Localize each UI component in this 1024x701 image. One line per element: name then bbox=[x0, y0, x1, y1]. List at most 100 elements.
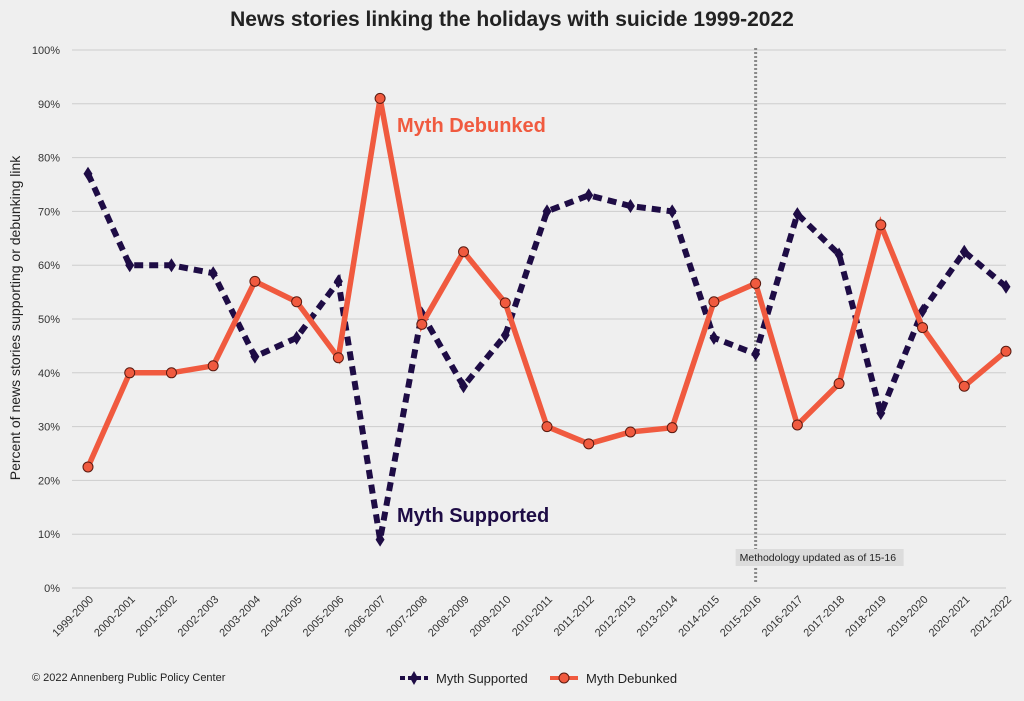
x-axis: 1999-20002000-20012001-20022002-20032003… bbox=[50, 594, 1014, 640]
data-point-myth-supported bbox=[625, 199, 635, 214]
y-tick-label: 40% bbox=[38, 368, 60, 380]
data-point-myth-debunked bbox=[541, 421, 553, 433]
y-tick-label: 80% bbox=[38, 153, 60, 165]
data-point-myth-supported bbox=[542, 204, 552, 219]
data-point-myth-debunked bbox=[750, 277, 762, 289]
y-tick-label: 50% bbox=[38, 314, 60, 326]
x-tick-label: 2014-2015 bbox=[676, 594, 722, 640]
methodology-note-bg bbox=[735, 549, 904, 566]
data-point-myth-debunked bbox=[499, 297, 511, 309]
data-point-myth-supported bbox=[208, 266, 218, 281]
y-tick-label: 0% bbox=[44, 583, 60, 595]
data-point-myth-debunked bbox=[958, 380, 970, 392]
data-point-myth-debunked bbox=[666, 422, 678, 434]
data-point-myth-supported bbox=[500, 328, 510, 343]
data-point-myth-supported bbox=[667, 204, 677, 219]
data-point-myth-debunked bbox=[583, 438, 595, 450]
x-tick-label: 2009-2010 bbox=[468, 594, 514, 640]
x-tick-label: 2008-2009 bbox=[426, 594, 472, 640]
series-layer bbox=[82, 92, 1012, 547]
data-point-myth-supported bbox=[918, 303, 928, 318]
data-point-myth-supported bbox=[83, 166, 93, 181]
data-point-myth-debunked bbox=[917, 322, 929, 334]
x-tick-label: 2003-2004 bbox=[217, 594, 263, 640]
grid-layer bbox=[72, 49, 1006, 589]
data-point-myth-supported bbox=[250, 349, 260, 364]
data-point-myth-debunked bbox=[833, 378, 845, 390]
data-point-myth-debunked bbox=[1000, 345, 1012, 357]
y-tick-label: 60% bbox=[38, 260, 60, 272]
legend-item-myth-debunked: Myth Debunked bbox=[548, 668, 677, 688]
series-line-myth-supported bbox=[85, 172, 1008, 541]
y-axis-label: Percent of news stories supporting or de… bbox=[7, 155, 23, 481]
data-point-myth-debunked bbox=[165, 367, 177, 379]
x-tick-label: 2010-2011 bbox=[510, 594, 555, 639]
series-line-myth-debunked bbox=[85, 97, 1008, 469]
data-point-myth-supported bbox=[792, 207, 802, 222]
data-point-myth-supported bbox=[959, 244, 969, 259]
data-point-myth-supported bbox=[333, 274, 343, 289]
data-point-myth-debunked bbox=[124, 367, 136, 379]
x-tick-label: 2006-2007 bbox=[343, 594, 389, 640]
legend-item-myth-supported: Myth Supported bbox=[398, 668, 528, 688]
x-tick-label: 2011-2012 bbox=[552, 594, 597, 639]
y-tick-label: 70% bbox=[38, 206, 60, 218]
annotations: Myth Debunked Myth Supported Methodology u… bbox=[397, 115, 904, 566]
data-point-myth-supported bbox=[292, 330, 302, 345]
data-point-myth-supported bbox=[375, 532, 385, 547]
y-tick-label: 20% bbox=[38, 475, 60, 487]
legend-label-myth-supported: Myth Supported bbox=[436, 670, 528, 686]
data-point-myth-debunked bbox=[708, 296, 720, 308]
x-tick-label: 2015-2016 bbox=[718, 594, 764, 640]
data-point-myth-supported bbox=[709, 330, 719, 345]
data-point-myth-supported bbox=[166, 258, 176, 273]
data-point-myth-supported bbox=[584, 188, 594, 203]
x-tick-label: 2001-2002 bbox=[134, 594, 180, 640]
annotation-myth-debunked: Myth Debunked bbox=[397, 115, 546, 137]
legend-label-myth-debunked: Myth Debunked bbox=[586, 670, 678, 686]
data-point-myth-debunked bbox=[332, 352, 344, 364]
x-tick-label: 2020-2021 bbox=[927, 594, 973, 640]
data-point-myth-debunked bbox=[416, 318, 428, 330]
data-point-myth-debunked bbox=[624, 426, 636, 438]
data-point-myth-supported bbox=[125, 258, 135, 273]
x-tick-label: 2005-2006 bbox=[301, 594, 347, 640]
data-point-myth-supported bbox=[834, 247, 844, 262]
data-point-myth-supported bbox=[459, 379, 469, 394]
chart-title: News stories linking the holidays with s… bbox=[230, 8, 794, 31]
x-tick-label: 2007-2008 bbox=[384, 594, 430, 640]
data-point-myth-debunked bbox=[82, 461, 94, 473]
legend-swatch-myth-debunked bbox=[550, 672, 578, 684]
data-point-myth-debunked bbox=[249, 275, 261, 287]
x-tick-label: 2002-2003 bbox=[176, 594, 222, 640]
data-point-myth-debunked bbox=[374, 92, 386, 104]
y-tick-label: 30% bbox=[38, 422, 60, 434]
y-tick-label: 90% bbox=[38, 99, 60, 111]
x-tick-label: 2017-2018 bbox=[802, 594, 848, 640]
x-tick-label: 2012-2013 bbox=[593, 594, 639, 640]
legend-swatch-myth-supported bbox=[400, 671, 428, 685]
x-tick-label: 2013-2014 bbox=[635, 594, 681, 640]
data-point-myth-debunked bbox=[458, 246, 470, 258]
data-point-myth-debunked bbox=[291, 296, 303, 308]
methodology-note: Methodology updated as of 15-16 bbox=[740, 552, 897, 564]
annotation-myth-supported: Myth Supported bbox=[397, 505, 549, 527]
x-tick-label: 2019-2020 bbox=[885, 594, 931, 640]
x-tick-label: 1999-2000 bbox=[50, 594, 96, 640]
data-point-myth-supported bbox=[876, 406, 886, 421]
data-point-myth-supported bbox=[751, 346, 761, 361]
x-tick-label: 2018-2019 bbox=[843, 594, 889, 640]
data-point-myth-supported bbox=[1001, 279, 1011, 294]
x-tick-label: 2016-2017 bbox=[760, 594, 806, 640]
data-point-myth-debunked bbox=[875, 219, 887, 231]
x-tick-label: 2000-2001 bbox=[92, 594, 138, 640]
data-point-myth-debunked bbox=[207, 360, 219, 372]
x-tick-label: 2021-2022 bbox=[968, 594, 1014, 640]
x-tick-label: 2004-2005 bbox=[259, 594, 305, 640]
y-tick-label: 100% bbox=[32, 45, 60, 57]
data-point-myth-debunked bbox=[791, 419, 803, 431]
y-tick-label: 10% bbox=[38, 529, 60, 541]
copyright-text: © 2022 Annenberg Public Policy Center bbox=[32, 672, 226, 684]
y-axis: 0% 10% 20% 30% 40% 50% 60% 70% 80% 90% 100% bbox=[32, 45, 60, 595]
